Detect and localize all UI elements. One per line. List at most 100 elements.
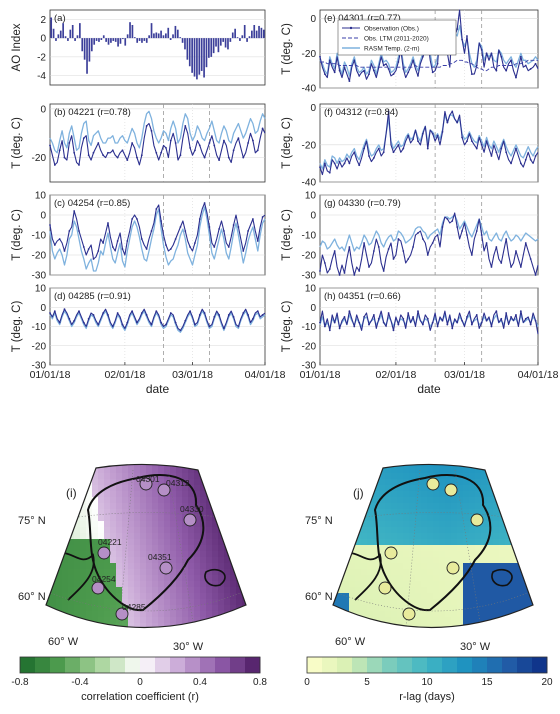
map-cell (230, 497, 237, 504)
series-line-obs-ltm (320, 59, 538, 72)
map-cell (421, 575, 428, 582)
map-cell (146, 527, 153, 534)
map-cell (176, 605, 183, 612)
map-cell (206, 611, 213, 618)
map-cell (343, 623, 350, 628)
map-cell (62, 515, 69, 522)
map-cell (56, 515, 63, 522)
map-cell (236, 503, 243, 510)
map-cell (511, 485, 518, 492)
map-cell (116, 575, 123, 582)
map-cell (373, 551, 380, 558)
map-cell (523, 539, 530, 546)
station-marker (139, 477, 153, 491)
map-cell (379, 497, 386, 504)
obs-point (363, 242, 365, 244)
map-cell (529, 473, 533, 480)
map-cell (337, 617, 344, 624)
map-cell (493, 521, 500, 528)
map-cell (188, 491, 195, 498)
map-cell (505, 647, 512, 654)
obs-point (319, 166, 321, 169)
ao-bar (138, 38, 141, 41)
map-cell (343, 515, 350, 522)
map-cell (361, 473, 368, 480)
map-cell (367, 599, 374, 606)
x-axis-label: date (417, 382, 441, 396)
map-cell (248, 545, 255, 552)
map-cell (38, 491, 45, 498)
map-cell (433, 503, 440, 510)
map-cell (38, 551, 45, 558)
map-cell (74, 545, 81, 552)
map-cell (535, 623, 542, 630)
map-cell (385, 611, 392, 618)
map-cell (182, 464, 189, 468)
map-cell (469, 617, 476, 624)
map-cell (212, 467, 219, 474)
map-cell (158, 545, 165, 552)
colorbar-tick-label: 5 (364, 677, 370, 688)
colorbar-tick-label: -0.4 (71, 677, 89, 688)
map-cell (403, 509, 410, 516)
map-cell (355, 464, 362, 468)
map-cell (116, 551, 123, 558)
map-cell (242, 587, 246, 594)
map-cell (397, 647, 404, 654)
map-cell (445, 545, 452, 552)
map-cell (146, 563, 153, 570)
map-cell (517, 617, 524, 624)
map-cell (415, 539, 422, 546)
panel-label: (h) 04351 (r=0.66) (324, 291, 401, 302)
ao-bar (114, 38, 117, 42)
obs-point (392, 151, 395, 154)
y-tick-label: -40 (302, 84, 317, 95)
map-cell (355, 545, 362, 552)
map-cell (218, 485, 225, 492)
map-cell (92, 599, 99, 606)
y-tick-label: -20 (302, 140, 317, 151)
obs-point (470, 140, 473, 143)
map-cell (218, 587, 225, 594)
map-cell (499, 497, 506, 504)
map-cell (50, 509, 57, 516)
map-cell (98, 491, 105, 498)
map-cell (200, 503, 207, 510)
map-cell (134, 575, 141, 582)
map-cell (325, 479, 332, 486)
map-cell (110, 599, 117, 606)
map-cell (242, 455, 249, 462)
map-cell (206, 593, 213, 600)
panel-h: 100-10-20-30T (deg. C)(h) 04351 (r=0.66)… (281, 284, 559, 397)
map-cell (248, 605, 255, 612)
map-cell (325, 551, 332, 558)
map-cell (140, 545, 147, 552)
obs-point (131, 310, 134, 312)
map-cell (349, 623, 356, 628)
map-cell (463, 485, 470, 492)
map-cell (505, 491, 512, 498)
obs-point (82, 321, 85, 324)
map-cell (517, 491, 524, 498)
map-cell (134, 557, 141, 564)
map-cell (86, 593, 93, 600)
map-cell (134, 569, 141, 576)
map-cell (212, 617, 219, 624)
obs-point (328, 171, 331, 174)
ao-bar (81, 38, 84, 52)
colorbar-segment (487, 657, 503, 673)
map-cell (457, 455, 464, 462)
map-cell (523, 587, 530, 594)
map-cell (367, 479, 374, 486)
map-cell (170, 581, 177, 588)
map-cell (188, 479, 195, 486)
map-cell (176, 629, 183, 636)
map-cell (523, 467, 530, 474)
map-cell (62, 527, 69, 534)
map-cell (50, 557, 57, 564)
y-tick-label: 0 (40, 303, 46, 314)
map-cell (110, 563, 117, 570)
panel-frame (49, 103, 266, 183)
map-cell (236, 521, 243, 528)
map-cell (409, 617, 416, 624)
